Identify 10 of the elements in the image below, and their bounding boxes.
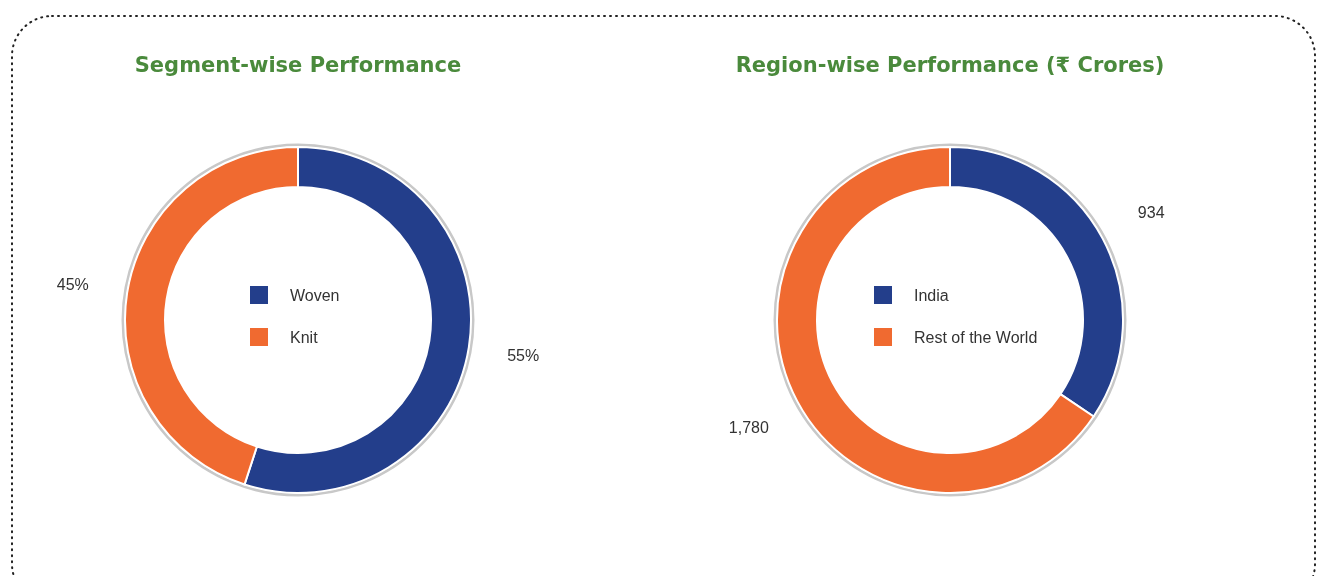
legend-label: Knit [290, 328, 319, 346]
data-label: 45% [56, 275, 89, 293]
legend-label: India [914, 286, 949, 304]
legend-label: Woven [290, 286, 340, 304]
data-label: 934 [1137, 204, 1165, 222]
legend-label: Rest of the World [914, 328, 1038, 346]
chart-title: Region-wise Performance (₹ Crores) [735, 53, 1165, 77]
chart-title: Segment-wise Performance [134, 53, 462, 77]
data-label: 1,780 [728, 418, 769, 436]
data-label: 55% [507, 347, 540, 365]
